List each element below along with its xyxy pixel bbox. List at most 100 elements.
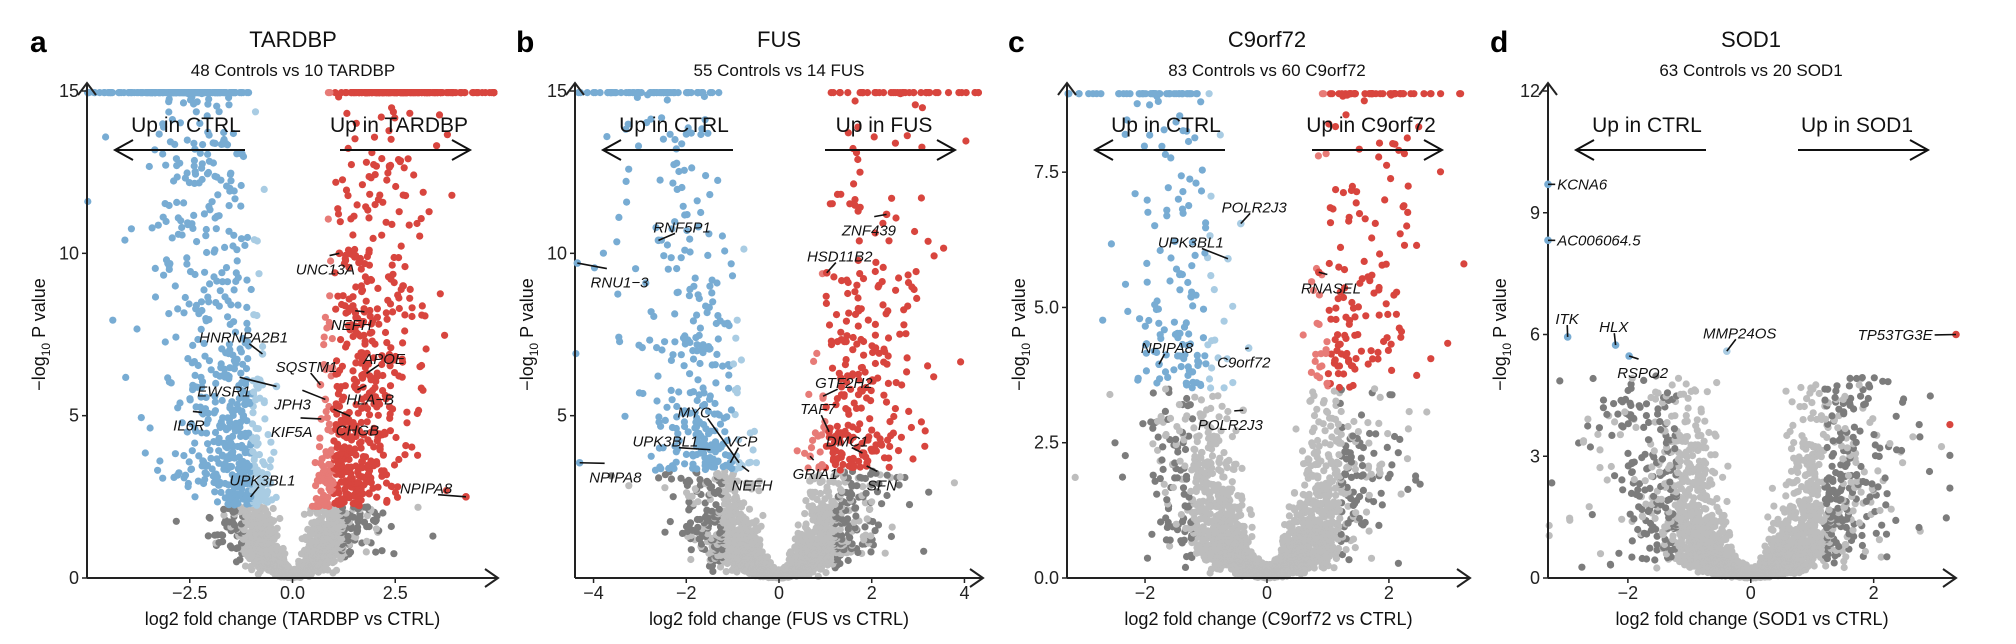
y-tick-label: 0: [69, 568, 79, 588]
point: [373, 369, 381, 377]
point: [205, 513, 213, 522]
y-tick-label: 15: [59, 81, 79, 101]
point: [273, 524, 281, 532]
point: [429, 532, 437, 540]
point: [241, 562, 250, 570]
point: [374, 483, 382, 491]
point: [202, 232, 210, 240]
point: [222, 264, 231, 272]
point: [187, 465, 196, 473]
point: [374, 411, 382, 419]
point: [191, 439, 199, 447]
point: [215, 212, 223, 220]
point: [165, 95, 173, 103]
point: [197, 298, 206, 306]
point: [337, 336, 345, 344]
x-axis-label: log2 fold change (TARDBP vs CTRL): [145, 609, 440, 629]
point: [404, 155, 412, 163]
point: [243, 319, 251, 327]
point: [315, 443, 324, 451]
point: [173, 198, 181, 206]
point: [349, 367, 357, 375]
point: [165, 310, 173, 318]
point: [862, 531, 870, 539]
point: [213, 89, 221, 97]
point: [441, 331, 449, 339]
point: [245, 429, 253, 437]
point: [355, 89, 364, 97]
point: [247, 285, 255, 294]
y-tick-label: 5: [69, 406, 79, 426]
point: [414, 451, 422, 459]
panel-subtitle: 48 Controls vs 10 TARDBP: [191, 61, 395, 80]
point: [146, 424, 154, 432]
point: [145, 162, 153, 171]
point: [386, 382, 395, 390]
point: [235, 453, 243, 461]
point: [215, 447, 223, 455]
point: [225, 488, 233, 496]
point: [349, 231, 357, 239]
point: [390, 253, 398, 262]
x-tick-label: −2.5: [172, 583, 208, 603]
point: [205, 157, 213, 165]
point: [324, 89, 332, 97]
point: [180, 309, 188, 317]
point: [312, 495, 320, 503]
point: [406, 294, 414, 302]
point: [399, 339, 407, 347]
point: [188, 447, 196, 455]
point: [243, 233, 252, 242]
point: [401, 451, 409, 459]
point: [225, 227, 233, 235]
point: [687, 546, 695, 554]
point: [364, 503, 372, 511]
point: [198, 175, 206, 184]
point: [372, 548, 380, 556]
point: [388, 104, 396, 112]
point: [221, 293, 229, 301]
point: [172, 89, 180, 97]
point: [408, 443, 416, 451]
point: [205, 95, 213, 103]
point: [229, 242, 237, 250]
point: [418, 361, 426, 370]
point: [332, 178, 340, 186]
point: [400, 164, 408, 172]
point: [844, 556, 852, 565]
point: [236, 150, 245, 158]
point: [357, 438, 365, 446]
point: [349, 293, 357, 301]
point: [661, 528, 669, 536]
point: [217, 488, 225, 496]
point: [394, 156, 403, 164]
point: [389, 308, 397, 316]
point: [279, 544, 287, 553]
point: [224, 313, 232, 321]
point: [362, 158, 370, 166]
point: [383, 176, 391, 184]
point: [168, 234, 176, 242]
point: [338, 300, 346, 309]
point: [250, 311, 258, 319]
point: [200, 286, 208, 294]
point: [270, 448, 278, 456]
point: [357, 282, 365, 290]
points: [84, 89, 498, 582]
point: [362, 203, 370, 211]
point: [350, 375, 358, 383]
point: [422, 345, 430, 353]
point: [382, 479, 391, 487]
point: [237, 89, 245, 97]
x-tick-label: 0.0: [280, 583, 305, 603]
point: [349, 302, 357, 310]
point: [365, 411, 374, 419]
point: [401, 311, 409, 319]
point: [321, 313, 329, 321]
point: [311, 459, 319, 467]
gene-label: NPIPA8: [400, 481, 453, 498]
point: [359, 453, 367, 461]
point: [211, 407, 219, 415]
panel-title: FUS: [757, 27, 801, 52]
